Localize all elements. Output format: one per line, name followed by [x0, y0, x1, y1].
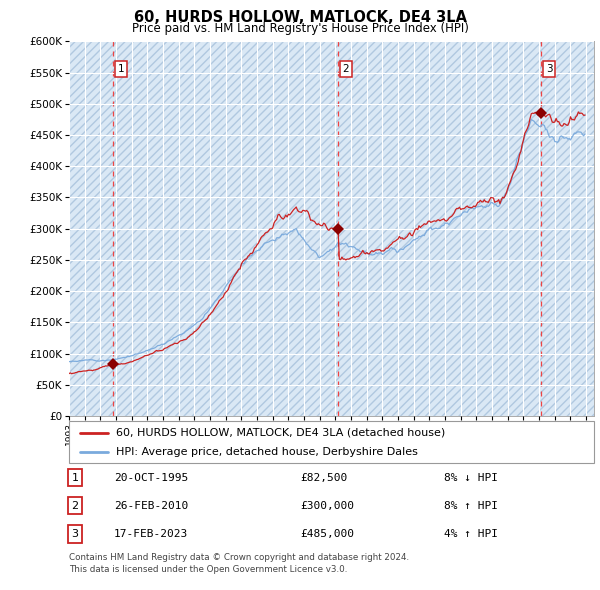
Text: £300,000: £300,000 — [300, 501, 354, 510]
Text: £485,000: £485,000 — [300, 529, 354, 539]
Text: 4% ↑ HPI: 4% ↑ HPI — [444, 529, 498, 539]
Text: 60, HURDS HOLLOW, MATLOCK, DE4 3LA: 60, HURDS HOLLOW, MATLOCK, DE4 3LA — [133, 10, 467, 25]
Text: 17-FEB-2023: 17-FEB-2023 — [114, 529, 188, 539]
Text: 1: 1 — [71, 473, 79, 483]
Text: 26-FEB-2010: 26-FEB-2010 — [114, 501, 188, 510]
Text: 1: 1 — [118, 64, 124, 74]
Text: 2: 2 — [71, 501, 79, 510]
Text: HPI: Average price, detached house, Derbyshire Dales: HPI: Average price, detached house, Derb… — [116, 447, 418, 457]
Text: Price paid vs. HM Land Registry's House Price Index (HPI): Price paid vs. HM Land Registry's House … — [131, 22, 469, 35]
Text: 2: 2 — [343, 64, 349, 74]
Text: £82,500: £82,500 — [300, 473, 347, 483]
Text: 8% ↑ HPI: 8% ↑ HPI — [444, 501, 498, 510]
Text: 60, HURDS HOLLOW, MATLOCK, DE4 3LA (detached house): 60, HURDS HOLLOW, MATLOCK, DE4 3LA (deta… — [116, 428, 445, 438]
Text: 20-OCT-1995: 20-OCT-1995 — [114, 473, 188, 483]
Text: 8% ↓ HPI: 8% ↓ HPI — [444, 473, 498, 483]
Text: 3: 3 — [71, 529, 79, 539]
Text: Contains HM Land Registry data © Crown copyright and database right 2024.
This d: Contains HM Land Registry data © Crown c… — [69, 553, 409, 574]
Text: 3: 3 — [546, 64, 553, 74]
